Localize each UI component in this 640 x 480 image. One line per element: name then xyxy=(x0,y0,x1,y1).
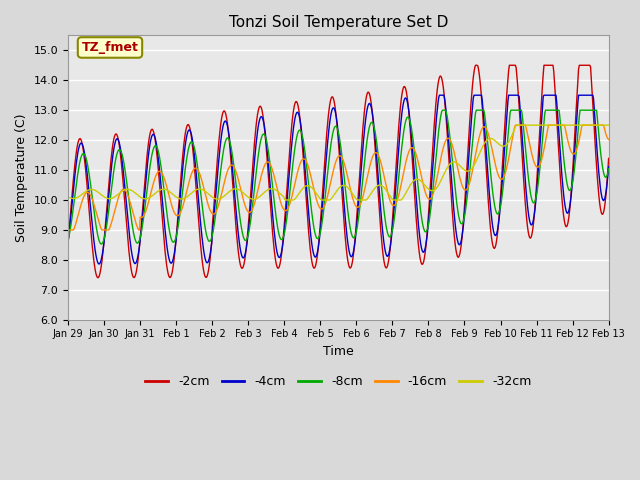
Y-axis label: Soil Temperature (C): Soil Temperature (C) xyxy=(15,113,28,242)
Text: TZ_fmet: TZ_fmet xyxy=(81,41,138,54)
Title: Tonzi Soil Temperature Set D: Tonzi Soil Temperature Set D xyxy=(228,15,448,30)
Legend: -2cm, -4cm, -8cm, -16cm, -32cm: -2cm, -4cm, -8cm, -16cm, -32cm xyxy=(140,370,536,393)
X-axis label: Time: Time xyxy=(323,345,354,358)
